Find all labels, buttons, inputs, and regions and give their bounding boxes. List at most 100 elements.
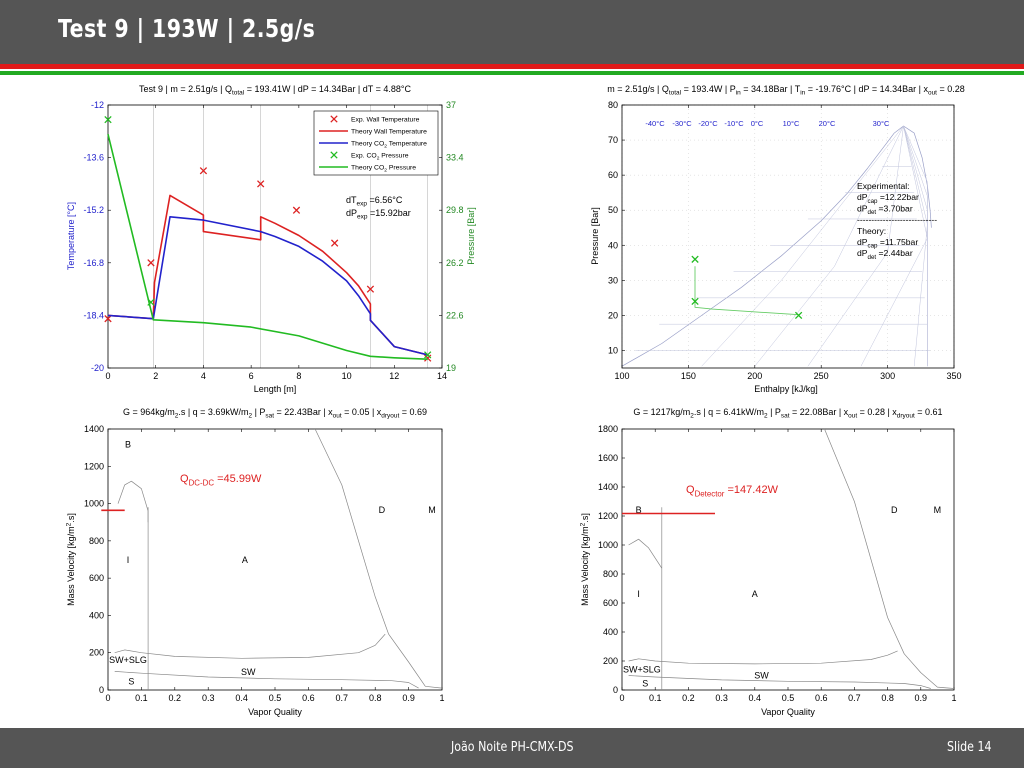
y-tick-label: 1800: [598, 424, 618, 434]
chart-title: Test 9 | m = 2.51g/s | Qtotal = 193.41W …: [139, 84, 412, 97]
chart-title-part: .s | q = 6.41kW/m: [694, 407, 764, 417]
chart-title-part: total: [669, 90, 681, 97]
chart-title-part: | P: [768, 407, 781, 417]
legend-entry-part: 2: [384, 168, 387, 174]
chart-flow-map-left: G = 964kg/m2.s | q = 3.69kW/m2 | Psat = …: [66, 407, 445, 717]
y-axis-label-left: Temperature [°C]: [66, 202, 76, 270]
y-tick-label: 1000: [598, 540, 618, 550]
data-point: [104, 115, 112, 124]
y-axis-label-part: Mass Velocity [kg/m: [66, 526, 76, 606]
isotherm-label: -40°C: [645, 119, 665, 128]
y-tick-label: 1000: [84, 499, 104, 509]
info-text-part: det: [868, 254, 877, 261]
chart-title-part: Test 9 | m = 2.51g/s | Q: [139, 84, 232, 94]
isotherm-label: 0°C: [751, 119, 764, 128]
q-label-part: DC-DC: [189, 478, 215, 487]
data-point: [691, 297, 699, 306]
legend-marker-stroke: [330, 115, 338, 123]
info-text-part: dP: [857, 248, 868, 258]
y-tick-label: 70: [608, 135, 618, 145]
y-tick-label: 1200: [598, 511, 618, 521]
region-label: I: [637, 589, 640, 599]
chart-title-part: in: [800, 90, 805, 97]
footer-author: João Noite PH-CMX-DS: [451, 740, 574, 755]
region-label: M: [428, 505, 436, 515]
region-label: M: [934, 505, 942, 515]
x-tick-label: 2: [153, 371, 158, 381]
y-tick-label: 1400: [598, 482, 618, 492]
data-point-stroke: [199, 167, 208, 175]
legend-entry-part: Theory CO: [351, 165, 384, 172]
transition-curve: [114, 671, 419, 689]
info-text-part: =12.22bar: [878, 192, 919, 202]
info-text-part: det: [868, 209, 877, 216]
x-tick-label: 0.7: [848, 693, 861, 703]
y-tick-label: 800: [603, 569, 618, 579]
region-label: I: [127, 555, 130, 565]
chart-title-part: G = 1217kg/m: [633, 407, 690, 417]
info-text: Theory:: [857, 226, 886, 236]
y-tick-label: -15.2: [83, 205, 104, 215]
y-axis-label-part: 2: [66, 522, 73, 526]
chart-title: m = 2.51g/s | Qtotal = 193.4W | Pin = 34…: [607, 84, 965, 97]
transition-curve: [824, 428, 955, 689]
chart-flow-map-right: G = 1217kg/m2.s | q = 6.41kW/m2 | Psat =…: [580, 407, 957, 717]
isotherm-label: 20°C: [819, 119, 836, 128]
y-axis-label-part: .s]: [66, 513, 76, 523]
y-tick-label: 1400: [84, 424, 104, 434]
data-point-stroke: [366, 285, 375, 293]
y-tick-label: 0: [613, 685, 618, 695]
isotherm-line: [807, 125, 904, 367]
x-tick-label: 250: [814, 371, 829, 381]
info-text-part: cap: [868, 198, 879, 205]
y-tick-label-right: 19: [446, 363, 456, 373]
info-text-part: =11.75bar: [878, 237, 919, 247]
annotation-part: dP: [346, 208, 357, 218]
region-label: B: [636, 505, 642, 515]
white-stripe: [0, 69, 1024, 71]
x-tick-label: 0.3: [715, 693, 728, 703]
x-tick-label: 0: [105, 693, 110, 703]
annotation: dTexp =6.56°C: [346, 195, 403, 208]
transition-curve: [117, 480, 149, 523]
info-text: dPdet =3.70bar: [857, 203, 913, 216]
plot-frame: [107, 104, 443, 369]
legend-marker: [330, 151, 338, 159]
chart-title: G = 1217kg/m2.s | q = 6.41kW/m2 | Psat =…: [633, 407, 942, 420]
legend-entry-part: Theory Wall Temperature: [351, 129, 427, 136]
y-axis-label-part: Mass Velocity [kg/m: [580, 526, 590, 606]
x-tick-label: 0.8: [881, 693, 894, 703]
x-tick-label: 0.5: [269, 693, 282, 703]
info-text-part: cap: [868, 243, 879, 250]
legend-entry-part: Pressure: [379, 153, 408, 160]
chart-title-part: out: [848, 413, 857, 420]
isotherm-label: 10°C: [783, 119, 800, 128]
x-tick-label: 350: [946, 371, 961, 381]
chart-title-part: m = 2.51g/s | Q: [607, 84, 669, 94]
info-text-part: dP: [857, 203, 868, 213]
y-tick-label-right: 33.4: [446, 153, 464, 163]
chart-title-part: in: [736, 90, 741, 97]
y-tick-label-right: 29.8: [446, 205, 464, 215]
y-tick-label: -16.8: [83, 258, 104, 268]
chart-title-part: dryout: [897, 413, 915, 420]
data-point-stroke: [424, 351, 432, 359]
data-point-stroke: [330, 239, 339, 247]
y-tick-label: 20: [608, 310, 618, 320]
legend-entry-part: Theory CO: [351, 141, 384, 148]
y-axis-label-right: Pressure [Bar]: [466, 207, 476, 265]
slide-title: Test 9 | 193W | 2.5g/s: [58, 14, 316, 43]
data-point-stroke: [691, 255, 699, 263]
transition-curve: [628, 675, 931, 689]
data-point-stroke: [147, 259, 155, 267]
x-tick-label: 12: [389, 371, 399, 381]
chart-title-part: = 193.4W | P: [681, 84, 736, 94]
y-tick-label-right: 26.2: [446, 258, 464, 268]
data-point: [104, 315, 112, 323]
x-tick-label: 150: [681, 371, 696, 381]
series-line: [107, 134, 428, 360]
legend-entry-part: 2: [377, 156, 380, 162]
chart-title-part: = 193.41W | dP = 14.34Bar | dT = 4.88°C: [244, 84, 411, 94]
x-tick-label: 0.6: [302, 693, 315, 703]
x-tick-label: 6: [249, 371, 254, 381]
